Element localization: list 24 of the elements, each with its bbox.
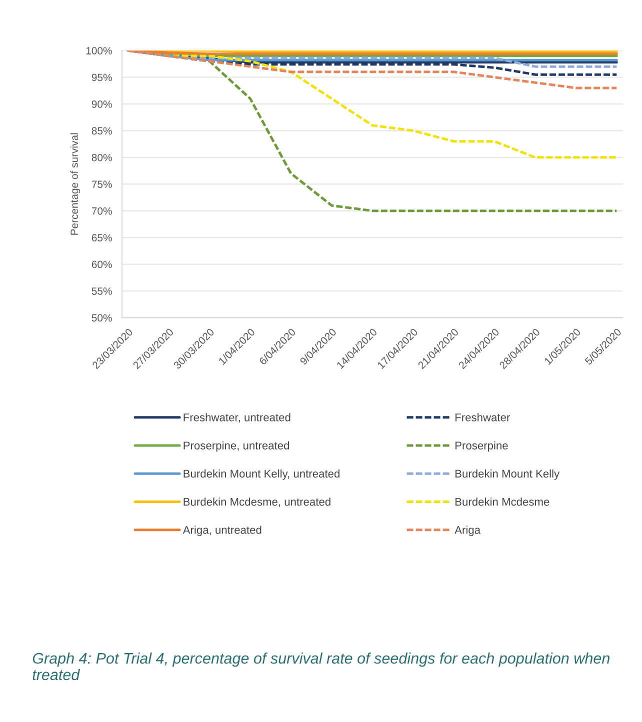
y-tick-label: 70% (92, 207, 112, 215)
y-tick-label: 85% (92, 127, 112, 135)
y-tick-label: 95% (92, 74, 112, 82)
caption: Graph 4: Pot Trial 4, percentage of survival rate of seedings for each population when treated (32, 652, 610, 680)
legend-label: Burdekin Mount Kelly (455, 469, 560, 480)
legend-label: Ariga (454, 526, 481, 536)
y-tick-label: 80% (92, 154, 112, 162)
y-tick-label: 75% (92, 180, 112, 188)
y-tick-label: 50% (92, 314, 112, 322)
y-axis-title: Percentage of survival (70, 133, 80, 235)
legend-label: Freshwater (455, 413, 510, 422)
y-tick-label: 90% (92, 100, 112, 108)
legend-label: Burdekin Mount Kelly, untreated (184, 469, 340, 480)
legend-label: Freshwater, untreated (184, 413, 290, 423)
legend-label: Proserpine, untreated (184, 441, 289, 452)
y-tick-label: 60% (92, 260, 112, 268)
legend-label: Burdekin Mcdesme (455, 498, 550, 506)
y-tick-label: 65% (92, 234, 112, 242)
legend-label: Proserpine (455, 441, 508, 452)
legend-label: Burdekin Mcdesme, untreated (184, 498, 330, 508)
legend-label: Ariga, untreated (182, 526, 262, 536)
y-tick-label: 100% (86, 47, 112, 54)
line-series (126, 50, 618, 90)
y-tick-label: 55% (92, 288, 112, 295)
